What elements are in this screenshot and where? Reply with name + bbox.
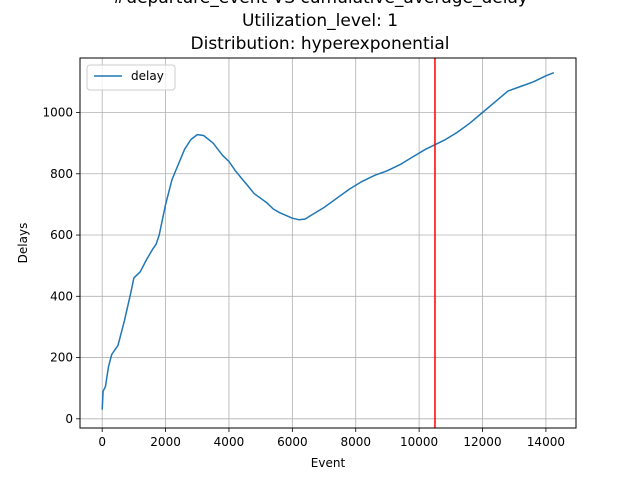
- plot-area: 0 2000 4000 6000 8000 10000 12000 14000 0 200 400…: [42, 57, 577, 449]
- chart-title-line-1: #departure_event VS cumulative_average_d…: [112, 0, 528, 8]
- axes-frame: [79, 57, 577, 429]
- x-tick-label: 8000: [340, 435, 371, 449]
- x-tick-label: 4000: [214, 435, 245, 449]
- series-line-delay: [101, 72, 555, 410]
- y-tick-label: 800: [50, 167, 73, 181]
- legend: delay: [86, 64, 176, 91]
- x-tick-label: 12000: [463, 435, 501, 449]
- y-tick-label: 400: [50, 289, 73, 303]
- x-tick-label: 10000: [400, 435, 438, 449]
- chart-title: #departure_event VS cumulative_average_d…: [112, 0, 528, 54]
- x-axis-ticks: 0 2000 4000 6000 8000 10000 12000 14000: [98, 428, 565, 449]
- y-tick-label: 0: [65, 412, 73, 426]
- data-layer: [101, 58, 555, 428]
- y-axis-ticks: 0 200 400 600 800 1000: [42, 106, 80, 426]
- y-tick-label: 600: [50, 228, 73, 242]
- legend-label-delay: delay: [131, 69, 164, 83]
- legend-box: [86, 64, 176, 91]
- chart-title-line-3: Distribution: hyperexponential: [191, 34, 450, 54]
- y-tick-label: 1000: [42, 106, 73, 120]
- x-tick-label: 14000: [527, 435, 565, 449]
- y-tick-label: 200: [50, 351, 73, 365]
- chart-title-line-2: Utilization_level: 1: [242, 11, 398, 31]
- x-tick-label: 0: [98, 435, 106, 449]
- x-axis-label: Event: [311, 456, 346, 470]
- grid: [80, 58, 576, 428]
- y-axis-label: Delays: [16, 223, 30, 264]
- x-tick-label: 6000: [277, 435, 308, 449]
- x-tick-label: 2000: [150, 435, 181, 449]
